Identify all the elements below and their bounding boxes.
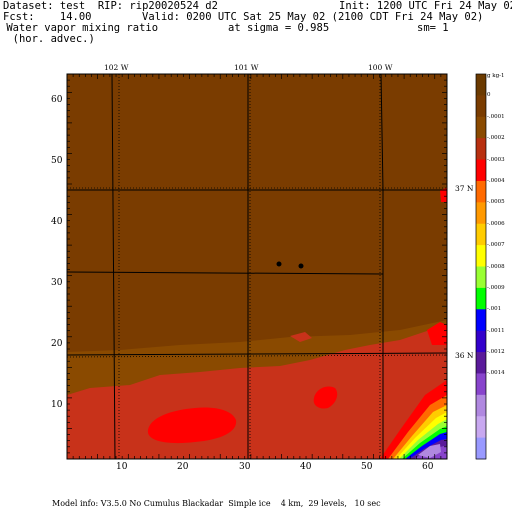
y-tick-label: 30	[51, 278, 63, 288]
x-tick-label: 10	[116, 462, 128, 472]
y-tick-label: 40	[51, 217, 63, 227]
longitude-label: 100 W	[368, 63, 393, 72]
colorbar-swatch	[476, 245, 486, 267]
colorbar-swatch	[476, 373, 486, 396]
colorbar-label: -.0006	[487, 220, 505, 227]
state-county-boundaries	[67, 74, 447, 459]
x-tick-label: 50	[361, 462, 373, 472]
x-tick-label: 40	[300, 462, 312, 472]
field-subtitle-label: (hor. advec.)	[0, 33, 95, 45]
neg2-patch-a	[290, 332, 312, 342]
forecast-hour-label: Fcst: 14.00	[3, 11, 92, 23]
y-tick-label: 10	[51, 400, 63, 410]
colorbar-swatch	[476, 416, 486, 439]
colorbar-swatch	[476, 394, 486, 417]
neg13-corner	[418, 444, 441, 458]
colorbar-swatch	[476, 180, 486, 203]
y-tick-label: 20	[51, 339, 63, 349]
dataset-label: Dataset: test RIP: rip20020524 d2	[3, 0, 218, 12]
colorbar-swatch	[476, 330, 486, 353]
colorbar-label: -.0008	[487, 263, 505, 270]
colorbar-swatch	[476, 352, 486, 374]
colorbar-swatch	[476, 138, 486, 161]
colorbar-label: -.0009	[487, 284, 505, 291]
x-tick-label: 30	[239, 462, 251, 472]
init-time-label: Init: 1200 UTC Fri 24 May 02	[339, 0, 512, 12]
lat-lon-gridlines	[67, 74, 447, 459]
colorbar-swatch	[476, 266, 486, 289]
colorbar-swatch	[476, 159, 486, 182]
axis-ticks	[66, 73, 448, 460]
colorbar-swatch	[476, 223, 486, 246]
sigma-level-label: at sigma = 0.985	[228, 22, 330, 34]
neg3-blob-c	[427, 322, 447, 345]
longitude-label: 102 W	[104, 63, 129, 72]
colorbar-swatch	[476, 74, 486, 96]
colorbar-frame	[475, 73, 487, 460]
city-marker	[276, 261, 282, 267]
colorbar-label: -.0012	[487, 349, 505, 356]
field-name-label: Water vapor mixing ratio	[0, 22, 159, 34]
colorbar-label: -.001	[487, 306, 502, 313]
valid-time-label: Valid: 0200 UTC Sat 25 May 02 (2100 CDT …	[142, 11, 484, 23]
neg2-patch-b	[320, 360, 345, 372]
city-marker	[298, 263, 304, 269]
colorbar-swatch	[476, 116, 486, 139]
colorbar	[476, 74, 486, 460]
neg3-blob-d	[440, 188, 447, 202]
colorbar-label: -.0004	[487, 177, 505, 184]
colorbar-label: -.0007	[487, 242, 505, 249]
colorbar-unit-label: g kg-1	[487, 73, 505, 79]
colorbar-label: 0	[487, 92, 491, 99]
x-tick-label: 60	[422, 462, 434, 472]
latitude-label: 37 N	[455, 184, 474, 193]
colorbar-swatch	[476, 437, 486, 460]
x-tick-label: 20	[177, 462, 189, 472]
colorbar-label: -.0003	[487, 156, 505, 163]
colorbar-label: -.0001	[487, 113, 505, 120]
y-tick-label: 50	[51, 156, 63, 166]
colorbar-swatch	[476, 287, 486, 310]
colorbar-label: -.0014	[487, 370, 505, 377]
model-info-footer: Model info: V3.5.0 No Cumulus Blackadar …	[52, 499, 381, 508]
colorbar-label: -.0005	[487, 199, 505, 206]
colorbar-swatch	[476, 202, 486, 225]
colorbar-label: -.0011	[487, 327, 505, 334]
smoothing-label: sm= 1	[417, 22, 449, 34]
colorbar-label: -.0002	[487, 135, 505, 142]
longitude-label: 101 W	[234, 63, 259, 72]
colorbar-swatch	[476, 309, 486, 332]
latitude-label: 36 N	[455, 351, 474, 360]
neg3-blob-a	[147, 407, 237, 444]
map-plot-area	[67, 74, 447, 459]
colorbar-swatch	[476, 95, 486, 118]
neg3-blob-b	[313, 386, 338, 409]
y-tick-label: 60	[51, 95, 63, 105]
